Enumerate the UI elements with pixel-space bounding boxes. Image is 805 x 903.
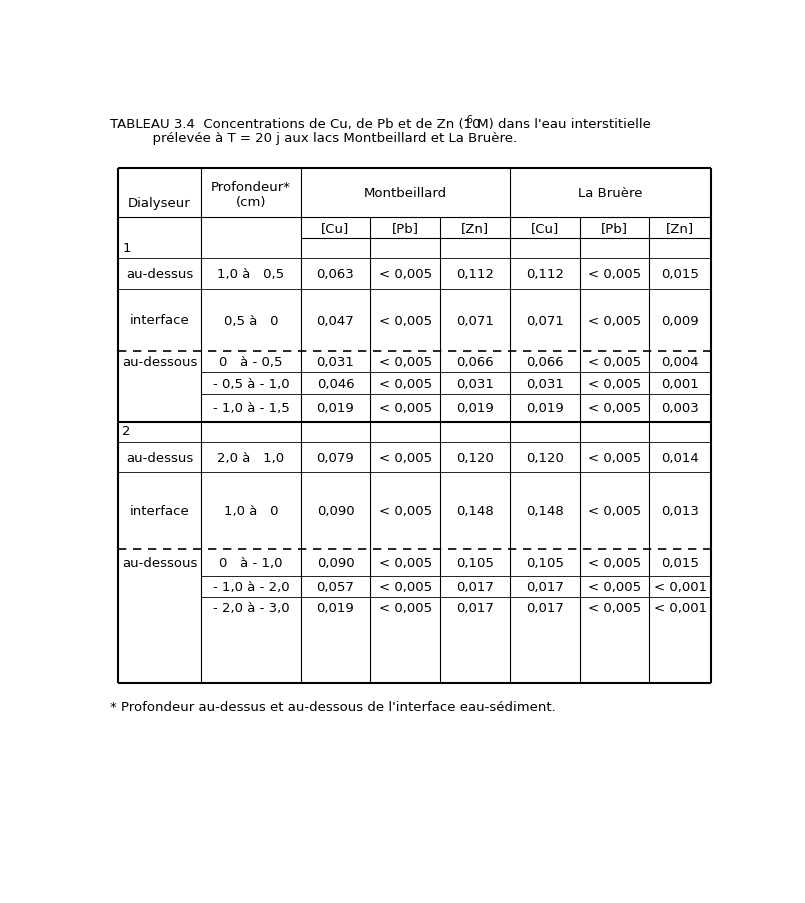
Text: [Cu]: [Cu] [321, 222, 349, 235]
Text: 0,019: 0,019 [456, 402, 493, 414]
Text: [Pb]: [Pb] [392, 222, 419, 235]
Text: < 0,005: < 0,005 [588, 452, 641, 464]
Text: < 0,005: < 0,005 [588, 601, 641, 615]
Text: < 0,001: < 0,001 [654, 601, 707, 615]
Text: La Bruère: La Bruère [578, 187, 643, 200]
Text: 0,001: 0,001 [662, 377, 700, 390]
Text: au-dessus: au-dessus [126, 452, 193, 464]
Text: - 1,0 à - 1,5: - 1,0 à - 1,5 [213, 402, 289, 414]
Text: 0,066: 0,066 [456, 356, 493, 368]
Text: < 0,005: < 0,005 [588, 581, 641, 593]
Text: prélevée à T = 20 j aux lacs Montbeillard et La Bruère.: prélevée à T = 20 j aux lacs Montbeillar… [110, 132, 517, 144]
Text: < 0,005: < 0,005 [378, 402, 431, 414]
Text: 0,003: 0,003 [662, 402, 700, 414]
Text: 0,031: 0,031 [526, 377, 563, 390]
Text: < 0,005: < 0,005 [378, 581, 431, 593]
Text: 0,120: 0,120 [456, 452, 494, 464]
Text: 0,017: 0,017 [526, 581, 563, 593]
Text: 0,017: 0,017 [456, 581, 494, 593]
Text: - 2,0 à - 3,0: - 2,0 à - 3,0 [213, 601, 289, 615]
Text: - 0,5 à - 1,0: - 0,5 à - 1,0 [213, 377, 289, 390]
Text: interface: interface [130, 314, 189, 327]
Text: -6: -6 [464, 116, 473, 126]
Text: 0,090: 0,090 [316, 556, 354, 569]
Text: 0,071: 0,071 [456, 314, 494, 327]
Text: au-dessus: au-dessus [126, 268, 193, 281]
Text: 0,063: 0,063 [316, 268, 354, 281]
Text: M) dans l'eau interstitielle: M) dans l'eau interstitielle [473, 118, 650, 131]
Text: au-dessous: au-dessous [122, 356, 197, 368]
Text: 1,0 à   0,5: 1,0 à 0,5 [217, 268, 284, 281]
Text: Dialyseur: Dialyseur [128, 197, 191, 210]
Text: 0,046: 0,046 [316, 377, 354, 390]
Text: < 0,001: < 0,001 [654, 581, 707, 593]
Text: (cm): (cm) [236, 195, 266, 209]
Text: < 0,005: < 0,005 [378, 505, 431, 517]
Text: 0,079: 0,079 [316, 452, 354, 464]
Text: 0,014: 0,014 [662, 452, 700, 464]
Text: < 0,005: < 0,005 [378, 556, 431, 569]
Text: [Pb]: [Pb] [601, 222, 628, 235]
Text: 0,090: 0,090 [316, 505, 354, 517]
Text: * Profondeur au-dessus et au-dessous de l'interface eau-sédiment.: * Profondeur au-dessus et au-dessous de … [110, 701, 555, 713]
Text: interface: interface [130, 505, 189, 517]
Text: 0,019: 0,019 [526, 402, 563, 414]
Text: [Zn]: [Zn] [667, 222, 695, 235]
Text: 0,057: 0,057 [316, 581, 354, 593]
Text: 0,148: 0,148 [526, 505, 563, 517]
Text: 0,112: 0,112 [526, 268, 563, 281]
Text: Profondeur*: Profondeur* [211, 181, 291, 193]
Text: 0,017: 0,017 [456, 601, 494, 615]
Text: < 0,005: < 0,005 [588, 314, 641, 327]
Text: 0,009: 0,009 [662, 314, 699, 327]
Text: 0,066: 0,066 [526, 356, 563, 368]
Text: < 0,005: < 0,005 [588, 377, 641, 390]
Text: 0,071: 0,071 [526, 314, 563, 327]
Text: < 0,005: < 0,005 [588, 268, 641, 281]
Text: < 0,005: < 0,005 [588, 556, 641, 569]
Text: 0,112: 0,112 [456, 268, 494, 281]
Text: 0,015: 0,015 [662, 556, 700, 569]
Text: < 0,005: < 0,005 [588, 402, 641, 414]
Text: < 0,005: < 0,005 [378, 356, 431, 368]
Text: [Zn]: [Zn] [461, 222, 489, 235]
Text: [Cu]: [Cu] [530, 222, 559, 235]
Text: 1,0 à   0: 1,0 à 0 [224, 505, 279, 517]
Text: 0   à - 1,0: 0 à - 1,0 [219, 556, 283, 569]
Text: 0,148: 0,148 [456, 505, 493, 517]
Text: 0,120: 0,120 [526, 452, 563, 464]
Text: < 0,005: < 0,005 [378, 452, 431, 464]
Text: au-dessous: au-dessous [122, 556, 197, 569]
Text: 0,019: 0,019 [316, 601, 354, 615]
Text: 0,019: 0,019 [316, 402, 354, 414]
Text: Montbeillard: Montbeillard [364, 187, 447, 200]
Text: - 1,0 à - 2,0: - 1,0 à - 2,0 [213, 581, 289, 593]
Text: 0,047: 0,047 [316, 314, 354, 327]
Text: 0,5 à   0: 0,5 à 0 [224, 314, 279, 327]
Text: 2: 2 [122, 425, 131, 438]
Text: 0,031: 0,031 [456, 377, 494, 390]
Text: 0,017: 0,017 [526, 601, 563, 615]
Text: < 0,005: < 0,005 [378, 601, 431, 615]
Text: 2,0 à   1,0: 2,0 à 1,0 [217, 452, 284, 464]
Text: 1: 1 [122, 242, 131, 255]
Text: 0,015: 0,015 [662, 268, 700, 281]
Text: 0,013: 0,013 [662, 505, 700, 517]
Text: 0,031: 0,031 [316, 356, 354, 368]
Text: 0,105: 0,105 [526, 556, 563, 569]
Text: < 0,005: < 0,005 [588, 505, 641, 517]
Text: 0,004: 0,004 [662, 356, 699, 368]
Text: < 0,005: < 0,005 [378, 268, 431, 281]
Text: 0   à - 0,5: 0 à - 0,5 [219, 356, 283, 368]
Text: TABLEAU 3.4  Concentrations de Cu, de Pb et de Zn (10: TABLEAU 3.4 Concentrations de Cu, de Pb … [110, 118, 481, 131]
Text: < 0,005: < 0,005 [378, 377, 431, 390]
Text: < 0,005: < 0,005 [378, 314, 431, 327]
Text: 0,105: 0,105 [456, 556, 494, 569]
Text: < 0,005: < 0,005 [588, 356, 641, 368]
